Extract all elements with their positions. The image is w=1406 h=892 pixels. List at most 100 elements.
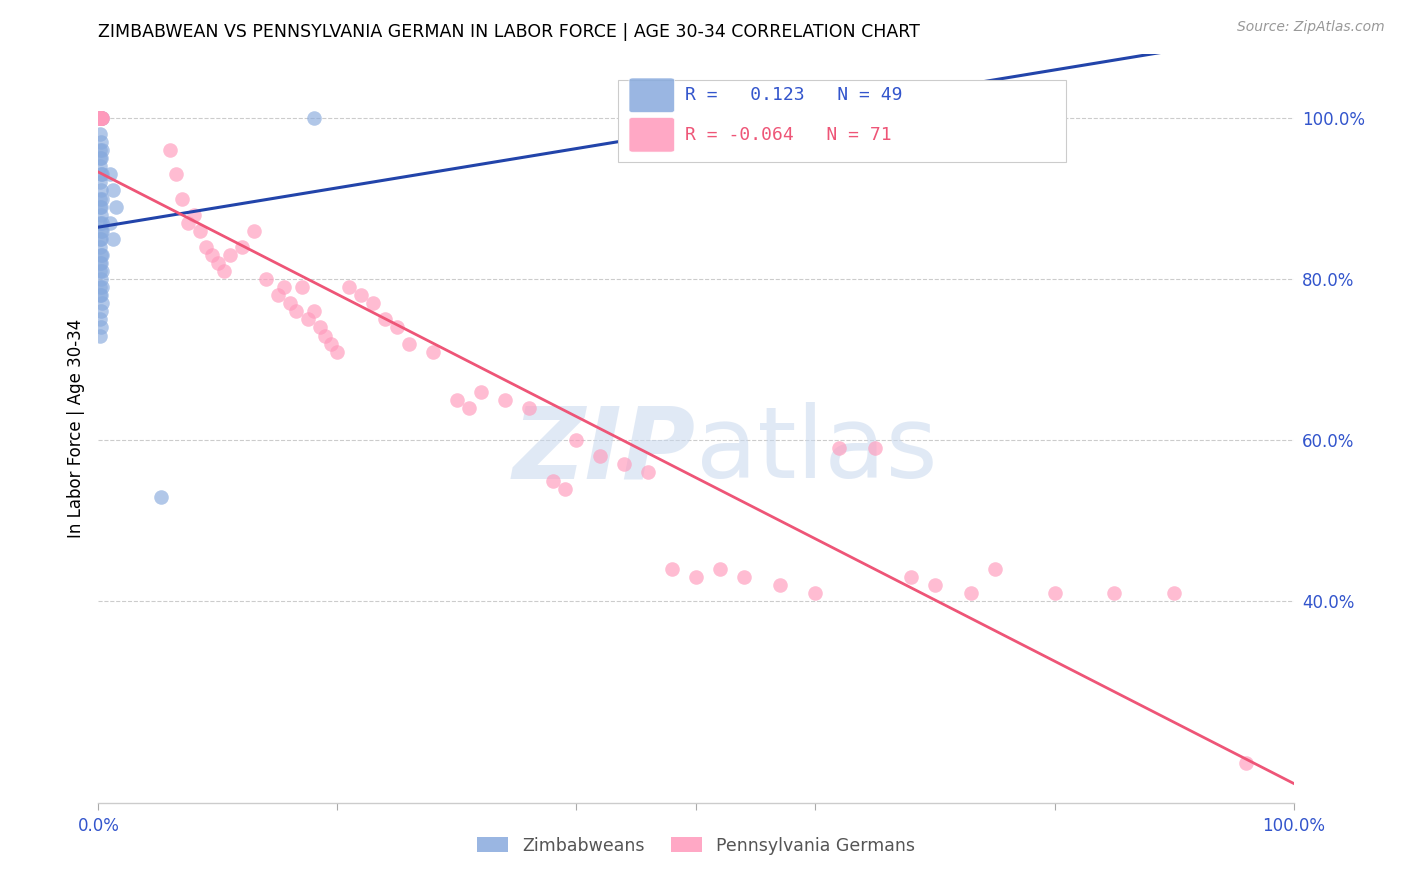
Point [90,224,112,238]
Point [188,224,211,238]
Point [90,111,112,125]
Point [90,111,112,125]
Point [89,111,111,125]
Point [91,264,114,278]
Point [89,200,111,214]
Point [183,208,205,222]
Point [308,320,330,334]
Point [89,111,111,125]
Point [326,344,349,359]
Point [89,280,111,294]
Text: ZIP: ZIP [513,402,696,500]
Point [90,320,112,334]
Point [89,176,111,190]
Point [90,272,112,286]
Point [243,224,266,238]
Point [91,280,114,294]
Point [90,111,112,125]
Point [89,111,111,125]
Point [1104,586,1126,600]
Point [177,216,200,230]
Point [90,111,112,125]
Point [89,264,111,278]
Point [90,304,112,318]
Point [195,240,218,254]
Point [422,344,444,359]
Point [284,304,307,318]
Point [90,111,112,125]
Point [565,434,588,448]
Point [90,151,112,165]
Point [149,490,172,504]
Point [554,482,576,496]
Point [385,320,409,334]
Point [494,392,516,407]
Point [231,240,253,254]
Point [90,256,112,270]
Point [1163,586,1185,600]
Point [865,442,887,456]
Point [98,216,122,230]
Point [89,111,111,125]
Point [91,143,114,157]
Text: R = -0.064   N = 71: R = -0.064 N = 71 [685,126,891,144]
Point [1234,756,1257,770]
Text: R =   0.123   N = 49: R = 0.123 N = 49 [685,87,903,104]
Point [363,296,385,310]
Point [201,248,224,262]
FancyBboxPatch shape [619,79,1067,162]
Point [91,111,114,125]
Point [101,184,124,198]
Point [89,328,111,343]
Point [89,143,111,157]
Point [91,167,114,181]
FancyBboxPatch shape [628,118,675,152]
Point [172,192,194,206]
Point [89,111,111,125]
Point [315,328,337,343]
Point [91,296,114,310]
Point [685,570,707,584]
Point [89,127,111,141]
Legend: Zimbabweans, Pennsylvania Germans: Zimbabweans, Pennsylvania Germans [470,830,922,862]
Point [89,240,111,254]
Point [90,288,112,302]
Point [89,151,111,165]
Point [89,111,111,125]
Point [98,167,122,181]
FancyBboxPatch shape [628,78,675,112]
Point [91,111,114,125]
Point [804,586,827,600]
Point [165,167,187,181]
Point [302,111,325,125]
Point [207,256,229,270]
Point [89,232,111,246]
Point [541,474,564,488]
Point [159,143,181,157]
Point [89,159,111,173]
Text: ZIMBABWEAN VS PENNSYLVANIA GERMAN IN LABOR FORCE | AGE 30-34 CORRELATION CHART: ZIMBABWEAN VS PENNSYLVANIA GERMAN IN LAB… [98,23,921,41]
Point [398,336,420,351]
Point [374,312,396,326]
Point [90,208,112,222]
Point [339,280,361,294]
Point [589,450,612,464]
Point [89,111,111,125]
Point [960,586,983,600]
Point [89,216,111,230]
Point [470,384,492,399]
Point [446,392,468,407]
Point [89,256,111,270]
Point [984,562,1007,576]
Point [613,458,636,472]
Point [321,336,343,351]
Point [90,135,112,149]
Point [91,192,114,206]
Point [89,288,111,302]
Point [267,288,290,302]
Point [91,216,114,230]
Point [90,200,112,214]
Point [768,578,790,592]
Point [101,232,124,246]
Text: Source: ZipAtlas.com: Source: ZipAtlas.com [1237,20,1385,34]
